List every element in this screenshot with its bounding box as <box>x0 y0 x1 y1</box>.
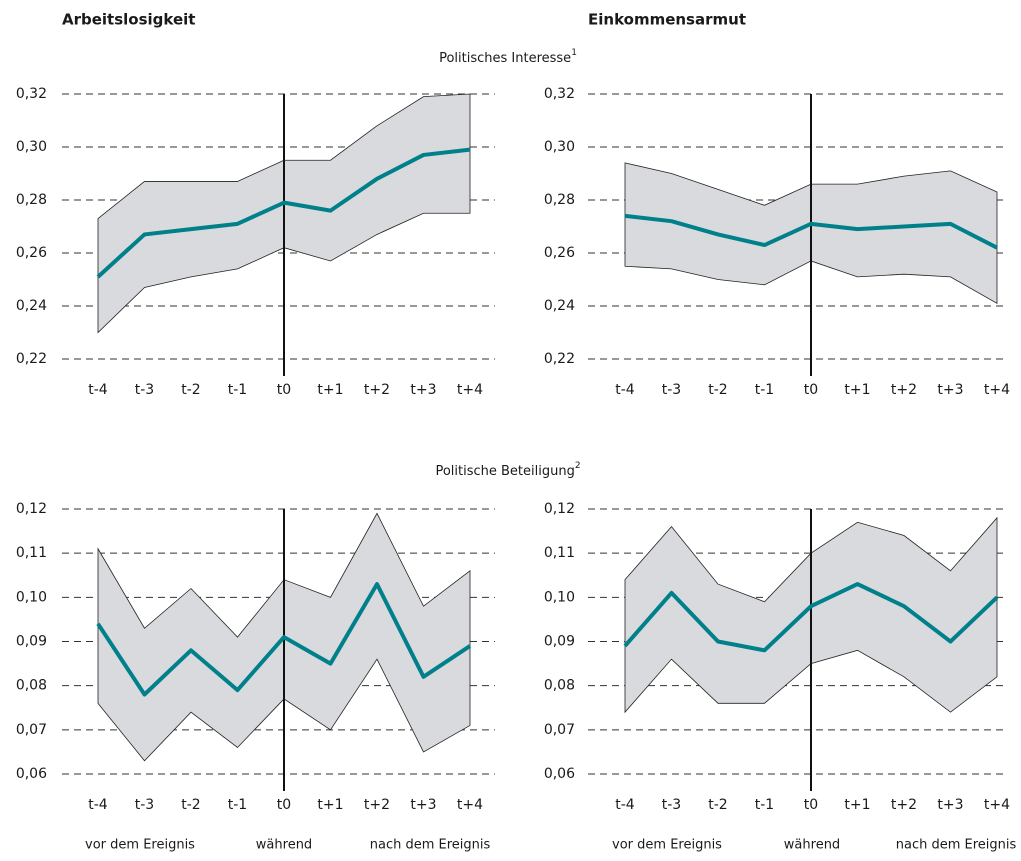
y-tick-label: 0,11 <box>16 545 47 561</box>
y-tick-label: 0,24 <box>16 298 47 314</box>
y-tick-label: 0,09 <box>544 634 575 650</box>
x-tick-label: t+2 <box>364 797 390 813</box>
x-tick-label: t+1 <box>317 382 343 398</box>
x-tick-label: t-4 <box>615 382 635 398</box>
y-tick-label: 0,07 <box>544 722 575 738</box>
y-tick-label: 0,26 <box>16 245 47 261</box>
x-tick-label: t+3 <box>937 797 963 813</box>
x-tick-label: t+3 <box>410 382 436 398</box>
phase-label: vor dem Ereignis <box>85 838 195 853</box>
footnote-mark: 1 <box>571 48 577 58</box>
mean-line <box>96 582 472 697</box>
x-tick-label: t-4 <box>88 382 108 398</box>
x-tick-label: t0 <box>277 382 291 398</box>
y-tick-label: 0,10 <box>544 589 575 605</box>
x-tick-label: t+2 <box>891 382 917 398</box>
x-tick-label: t+1 <box>844 797 870 813</box>
y-tick-label: 0,09 <box>16 634 47 650</box>
phase-label: nach dem Ereignis <box>370 838 491 853</box>
row-title: Politische Beteiligung2 <box>435 461 580 479</box>
column-title: Arbeitslosigkeit <box>62 11 195 29</box>
mean-line <box>96 147 471 279</box>
y-tick-label: 0,10 <box>16 589 47 605</box>
x-tick-label: t+1 <box>844 382 870 398</box>
y-tick-label: 0,07 <box>16 722 47 738</box>
x-tick-label: t+3 <box>410 797 436 813</box>
y-tick-label: 0,28 <box>544 192 575 208</box>
footnote-mark: 2 <box>575 461 581 471</box>
phase-label: während <box>256 838 312 853</box>
y-tick-label: 0,28 <box>16 192 47 208</box>
y-tick-label: 0,30 <box>544 139 575 155</box>
y-tick-label: 0,22 <box>16 351 47 367</box>
x-tick-label: t-2 <box>708 797 727 813</box>
x-tick-label: t-1 <box>228 797 247 813</box>
y-tick-label: 0,11 <box>544 545 575 561</box>
x-tick-label: t-1 <box>755 797 774 813</box>
y-tick-label: 0,06 <box>16 766 47 782</box>
y-tick-label: 0,12 <box>544 501 575 517</box>
phase-label: während <box>784 838 840 853</box>
x-tick-label: t-1 <box>228 382 247 398</box>
column-title: Einkommensarmut <box>588 11 746 29</box>
y-tick-label: 0,08 <box>16 678 47 694</box>
y-tick-label: 0,06 <box>544 766 575 782</box>
row-title: Politisches Interesse1 <box>439 48 577 66</box>
x-tick-label: t0 <box>277 797 291 813</box>
x-tick-label: t-2 <box>181 382 200 398</box>
y-tick-label: 0,26 <box>544 245 575 261</box>
mean-line <box>624 213 998 250</box>
mean-line <box>623 582 999 653</box>
x-tick-label: t-1 <box>755 382 774 398</box>
phase-label: nach dem Ereignis <box>896 838 1017 853</box>
x-tick-label: t+4 <box>984 797 1010 813</box>
x-tick-label: t-4 <box>615 797 635 813</box>
x-tick-label: t-3 <box>135 797 154 813</box>
x-tick-label: t+1 <box>317 797 343 813</box>
x-tick-label: t+4 <box>457 797 483 813</box>
x-tick-label: t-4 <box>88 797 108 813</box>
y-tick-label: 0,24 <box>544 298 575 314</box>
x-tick-label: t0 <box>804 382 818 398</box>
x-tick-label: t-2 <box>708 382 727 398</box>
row-title-text: Politische Beteiligung <box>435 464 574 479</box>
y-tick-label: 0,12 <box>16 501 47 517</box>
x-tick-label: t+2 <box>364 382 390 398</box>
x-tick-label: t0 <box>804 797 818 813</box>
y-tick-label: 0,30 <box>16 139 47 155</box>
x-tick-label: t+3 <box>937 382 963 398</box>
x-tick-label: t+4 <box>984 382 1010 398</box>
y-tick-label: 0,32 <box>544 86 575 102</box>
phase-label: vor dem Ereignis <box>612 838 722 853</box>
x-tick-label: t+4 <box>457 382 483 398</box>
x-tick-label: t-3 <box>662 797 681 813</box>
x-tick-label: t-3 <box>135 382 154 398</box>
x-tick-label: t-3 <box>662 382 681 398</box>
y-tick-label: 0,08 <box>544 678 575 694</box>
x-tick-label: t-2 <box>181 797 200 813</box>
y-tick-label: 0,32 <box>16 86 47 102</box>
y-tick-label: 0,22 <box>544 351 575 367</box>
row-title-text: Politisches Interesse <box>439 51 571 66</box>
x-tick-label: t+2 <box>891 797 917 813</box>
